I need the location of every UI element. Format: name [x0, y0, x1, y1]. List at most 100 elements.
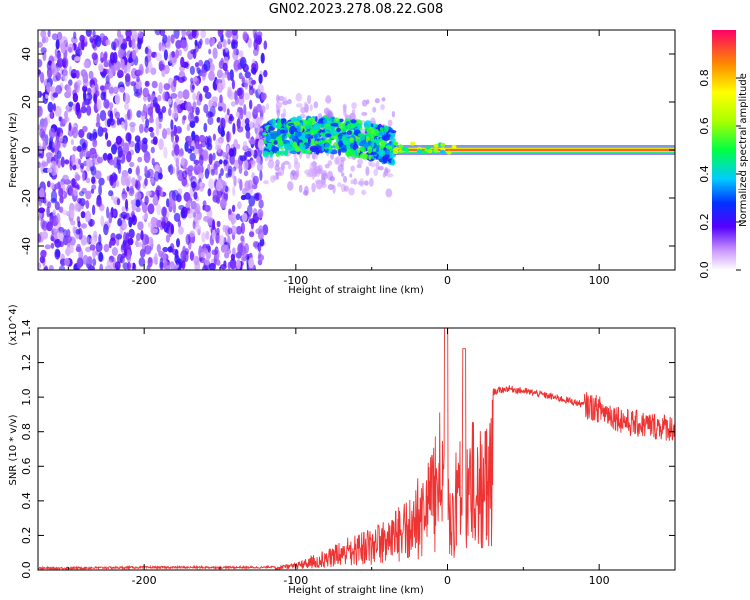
- spectrogram-noise-blob: [40, 30, 47, 39]
- spectrogram-noise-blob: [92, 138, 98, 148]
- spectrogram-noise-blob: [82, 254, 89, 265]
- spectrogram-haze-blob: [327, 184, 335, 190]
- spectrogram-noise-blob: [125, 30, 132, 38]
- spectrogram-noise-blob: [60, 36, 68, 45]
- spectrogram-noise-blob: [116, 117, 121, 126]
- spectrogram-signal-blob: [345, 149, 352, 157]
- carrier-onset-blob: [451, 144, 457, 149]
- spectrogram-noise-blob: [46, 206, 50, 218]
- spectrogram-noise-blob: [106, 140, 112, 147]
- spectrogram-noise-blob: [151, 80, 158, 89]
- spectrogram-noise-blob: [56, 31, 63, 41]
- spectrogram-noise-blob: [248, 86, 254, 96]
- spectrogram-noise-blob: [168, 107, 172, 117]
- spectrogram-noise-blob: [163, 146, 168, 159]
- spectrogram-signal-blob: [342, 137, 350, 146]
- spectrogram-signal-blob: [273, 140, 278, 145]
- spectrogram-noise-blob: [227, 248, 232, 255]
- spectrogram-noise-blob: [116, 198, 121, 206]
- spectrogram-x-tick-label: -200: [132, 274, 157, 287]
- spectrogram-noise-blob: [258, 74, 263, 84]
- spectrogram-noise-blob: [204, 168, 210, 179]
- chart-title: GN02.2023.278.08.22.G08: [268, 2, 444, 17]
- spectrogram-noise-blob: [237, 243, 244, 255]
- spectrogram-noise-blob: [98, 251, 104, 262]
- spectrogram-noise-blob: [150, 176, 155, 184]
- spectrogram-haze-blob: [386, 173, 394, 178]
- colorbar-tick-label: 0.6: [698, 117, 711, 135]
- spectrogram-noise-blob: [170, 93, 178, 99]
- carrier-onset-blob: [425, 145, 431, 150]
- spectrogram-haze-blob: [302, 190, 309, 196]
- spectrogram-noise-blob: [126, 109, 131, 120]
- spectrogram-noise-blob: [156, 108, 164, 116]
- spectrogram-noise-blob: [217, 106, 223, 112]
- snr-y-tick-label: 0.4: [20, 492, 33, 510]
- spectrogram-noise-blob: [231, 225, 237, 236]
- spectrogram-signal-blob: [342, 134, 350, 138]
- spectrogram-noise-blob: [238, 163, 243, 174]
- spectrogram-noise-blob: [41, 231, 49, 240]
- spectrogram-noise-blob: [199, 38, 203, 46]
- spectrogram-noise-blob: [135, 206, 141, 213]
- spectrogram-haze-blob: [295, 169, 300, 178]
- spectrogram-haze-blob: [294, 161, 301, 170]
- spectrogram-noise-blob: [213, 163, 218, 171]
- spectrogram-noise-blob: [51, 61, 56, 70]
- spectrogram-noise-blob: [105, 39, 111, 46]
- spectrogram-noise-blob: [182, 115, 187, 121]
- spectrogram-noise-blob: [198, 172, 204, 180]
- spectrogram-noise-blob: [68, 79, 73, 86]
- spectrogram-noise-blob: [229, 69, 234, 82]
- spectrogram-noise-blob: [139, 140, 144, 150]
- spectrogram-signal-blob: [294, 135, 299, 143]
- spectrogram-noise-blob: [215, 138, 222, 148]
- spectrogram-signal-blob: [314, 116, 318, 123]
- carrier-onset-blob: [421, 150, 427, 155]
- spectrogram-noise-blob: [68, 101, 74, 107]
- spectrogram-noise-blob: [110, 232, 116, 242]
- spectrogram-noise-blob: [212, 133, 216, 141]
- spectrogram-noise-blob: [132, 262, 136, 269]
- spectrogram-signal-blob: [358, 123, 362, 129]
- spectrogram-signal-blob: [391, 158, 395, 166]
- spectrogram-noise-blob: [65, 246, 71, 257]
- spectrogram-noise-blob: [229, 113, 234, 120]
- spectrogram-noise-blob: [56, 52, 62, 60]
- spectrogram-noise-blob: [89, 166, 95, 172]
- spectrogram-noise-blob: [121, 206, 126, 212]
- carrier-onset-blob: [398, 144, 404, 149]
- spectrogram-signal-blob: [380, 141, 386, 147]
- snr-frame: [37, 327, 676, 571]
- spectrogram-signal-blob: [275, 136, 283, 141]
- spectrogram-noise-blob: [50, 182, 55, 190]
- spectrogram-noise-blob: [88, 153, 95, 159]
- spectrogram-noise-blob: [48, 140, 53, 150]
- spectrogram-noise-blob: [101, 127, 108, 133]
- spectrogram-noise-blob: [219, 60, 224, 68]
- spectrogram-signal-blob: [328, 138, 332, 145]
- spectrogram-noise-blob: [86, 236, 90, 245]
- spectrogram-noise-blob: [109, 52, 115, 64]
- spectrogram-noise-blob: [231, 41, 238, 49]
- spectrogram-noise-blob: [208, 262, 216, 270]
- snr-y-tick-label: 0.2: [20, 527, 33, 545]
- spectrogram-noise-blob: [137, 156, 143, 163]
- spectrogram-noise-blob: [219, 198, 227, 209]
- spectrogram-noise-blob: [83, 89, 87, 102]
- spectrogram-noise-blob: [230, 101, 236, 107]
- spectrogram-haze-blob: [287, 98, 292, 105]
- spectrogram-noise-blob: [132, 32, 139, 39]
- spectrogram-noise-blob: [123, 248, 128, 257]
- spectrogram-noise-blob: [244, 71, 251, 79]
- colorbar-tick-label: 0.0: [698, 261, 711, 279]
- spectrogram-noise-blob: [98, 177, 105, 186]
- spectrogram-noise-blob: [150, 216, 157, 227]
- spectrogram-haze-blob: [312, 152, 316, 160]
- spectrogram-noise-blob: [73, 31, 77, 40]
- spectrogram-noise-blob: [59, 195, 64, 204]
- spectrogram-noise-blob: [128, 216, 133, 228]
- spectrogram-signal-blob: [296, 125, 301, 133]
- spectrogram-noise-blob: [212, 228, 216, 240]
